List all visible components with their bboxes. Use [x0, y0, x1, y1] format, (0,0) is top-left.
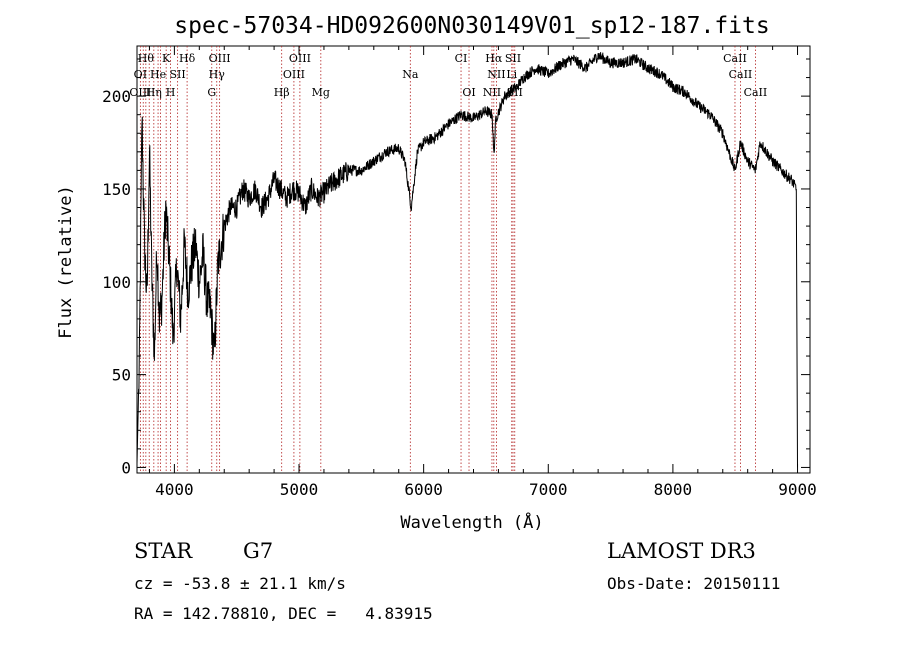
line-label-row3-5: Mg	[312, 86, 330, 99]
x-tick-label: 4000	[155, 480, 194, 499]
line-label-row2-5: Na	[402, 68, 419, 81]
line-label-row1-8: CaII	[723, 52, 747, 65]
line-label-row2-8: CaII	[729, 68, 753, 81]
line-label-row3-1: Hη	[146, 86, 162, 99]
observation-date: Obs-Date: 20150111	[607, 574, 781, 593]
emission-line-markers	[139, 46, 756, 473]
line-label-row1-3: OIII	[209, 52, 231, 65]
line-label-row1-5: CI	[455, 52, 468, 65]
x-tick-label: 7000	[529, 480, 568, 499]
x-axis-label: Wavelength (Å)	[400, 511, 543, 533]
y-tick-label: 150	[102, 180, 131, 199]
spectrum-line	[136, 52, 798, 468]
line-label-row2-1: He	[150, 68, 166, 81]
x-tick-label: 8000	[654, 480, 693, 499]
y-tick-label: 100	[102, 273, 131, 292]
line-label-row3-7: NII	[483, 86, 501, 99]
line-label-row1-0: Hθ	[138, 52, 155, 65]
line-label-row2-7: Li	[506, 68, 517, 81]
object-subclass: G7	[243, 539, 274, 563]
y-axis-ticks: 0 50 100 150 200	[102, 58, 810, 477]
y-axis-label: Flux (relative)	[56, 185, 76, 339]
line-label-row3-2: H	[166, 86, 176, 99]
x-tick-label: 5000	[280, 480, 319, 499]
chart-title: spec-57034-HD092600N030149V01_sp12-187.f…	[174, 13, 769, 39]
line-label-row2-6: NII	[487, 68, 505, 81]
y-tick-label: 0	[121, 458, 131, 477]
line-label-row1-1: K	[162, 52, 171, 65]
line-label-row1-4: OIII	[289, 52, 311, 65]
survey-name: LAMOST DR3	[607, 539, 756, 563]
line-label-row3-9: CaII	[744, 86, 768, 99]
line-label-row2-4: OIII	[283, 68, 305, 81]
coordinates-readout: RA = 142.78810, DEC = 4.83915	[134, 604, 433, 623]
line-label-row2-0: OI	[134, 68, 147, 81]
line-label-row1-2: Hδ	[179, 52, 196, 65]
line-label-row2-3: Hγ	[209, 68, 226, 81]
line-label-row3-6: OI	[462, 86, 475, 99]
object-type: STAR	[134, 539, 193, 563]
y-tick-label: 200	[102, 87, 131, 106]
x-tick-label: 9000	[778, 480, 817, 499]
line-label-row3-4: Hβ	[274, 86, 290, 99]
redshift-readout: cz = -53.8 ± 21.1 km/s	[134, 574, 346, 593]
line-label-row1-6: Hα	[485, 52, 503, 65]
line-label-row3-3: G	[207, 86, 216, 99]
line-label-row1-7: SII	[505, 52, 521, 65]
x-axis-ticks: 4000 5000 6000 7000 8000 9000	[148, 46, 817, 499]
y-tick-label: 50	[112, 366, 131, 385]
line-label-row2-2: SII	[170, 68, 186, 81]
x-tick-label: 6000	[404, 480, 443, 499]
